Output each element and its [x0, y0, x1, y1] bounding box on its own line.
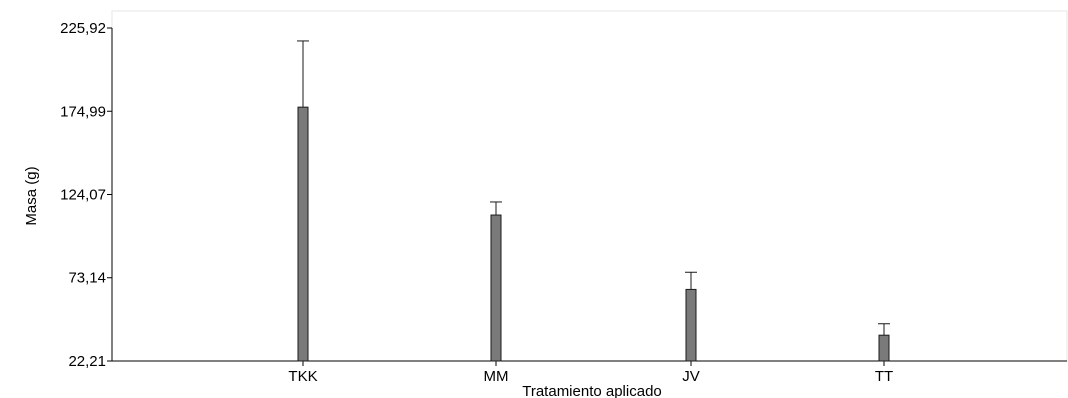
bar [297, 106, 309, 362]
y-tick-label: 73,14 [68, 270, 106, 287]
x-tick-label: TT [875, 368, 893, 385]
x-axis-title: Tratamiento aplicado [522, 383, 662, 398]
y-tick-label: 174,99 [60, 103, 106, 120]
y-axis-title: Masa (g) [23, 166, 40, 225]
error-bars [297, 40, 890, 336]
y-tick-label: 22,21 [68, 353, 106, 370]
x-tick-label: JV [682, 368, 700, 385]
x-tick-label: TKK [288, 368, 317, 385]
bar [878, 334, 890, 362]
x-axis: TKK MM JV TT [112, 360, 1067, 385]
bar [490, 214, 502, 362]
bar [685, 288, 697, 362]
y-tick-label: 225,92 [60, 20, 106, 37]
x-tick-label: MM [484, 368, 509, 385]
bars [297, 106, 890, 362]
y-axis: 22,21 73,14 124,07 174,99 225,92 [60, 20, 113, 370]
plot-frame [111, 10, 1068, 362]
y-tick-label: 124,07 [60, 186, 106, 203]
